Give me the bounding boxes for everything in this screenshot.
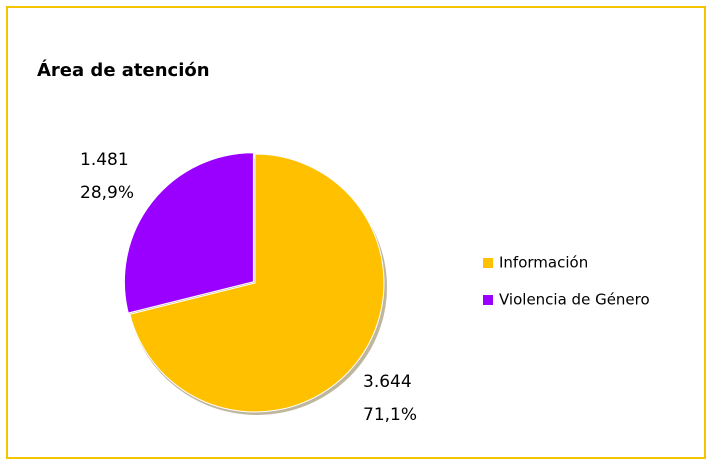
value-label: 3.644: [363, 372, 412, 392]
legend-label: Información: [499, 254, 588, 272]
chart-title: Área de atención: [37, 59, 210, 81]
legend-label: Violencia de Género: [499, 291, 650, 309]
legend-swatch: [483, 295, 493, 305]
legend-swatch: [483, 258, 493, 268]
percent-label: 71,1%: [363, 405, 417, 425]
value-label: 1.481: [80, 150, 129, 170]
pie-slice: [129, 153, 385, 413]
percent-label: 28,9%: [80, 183, 134, 203]
pie-slice: [123, 152, 254, 314]
